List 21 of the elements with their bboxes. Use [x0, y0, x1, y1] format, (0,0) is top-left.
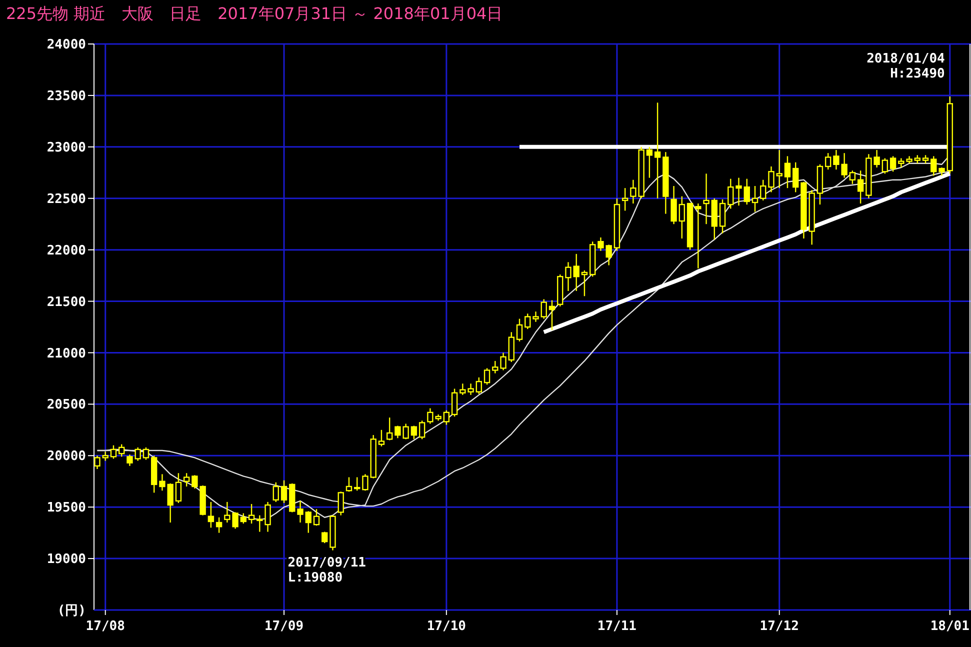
x-tick-label: 17/11 [597, 619, 637, 634]
y-tick-label: 24000 [46, 38, 86, 53]
y-tick-label: 22500 [46, 192, 86, 207]
annotation: 2018/01/04 H:23490 [866, 51, 946, 82]
y-tick-label: 21500 [46, 294, 86, 310]
annotation: 2017/09/11 L:19080 [288, 555, 366, 586]
chart-title: 225先物 期近 大阪 日足 2017年07月31日 ～ 2018年01月04日 [6, 4, 503, 23]
y-tick-label: 21000 [46, 346, 86, 362]
x-tick-label: 17/08 [86, 619, 126, 634]
y-tick-label: 23000 [46, 140, 86, 156]
y-axis-title: (円) [57, 604, 86, 619]
y-tick-label: 22000 [46, 243, 86, 258]
y-tick-label: 20500 [46, 398, 86, 413]
x-tick-label: 18/01 [930, 619, 970, 634]
y-tick-label: 19000 [46, 552, 86, 568]
y-tick-label: 19500 [46, 500, 86, 516]
y-tick-label: 23500 [46, 89, 86, 104]
x-tick-label: 17/12 [760, 619, 799, 634]
x-tick-label: 17/09 [264, 619, 304, 634]
x-tick-label: 17/10 [426, 619, 466, 634]
y-tick-label: 20000 [46, 449, 86, 464]
